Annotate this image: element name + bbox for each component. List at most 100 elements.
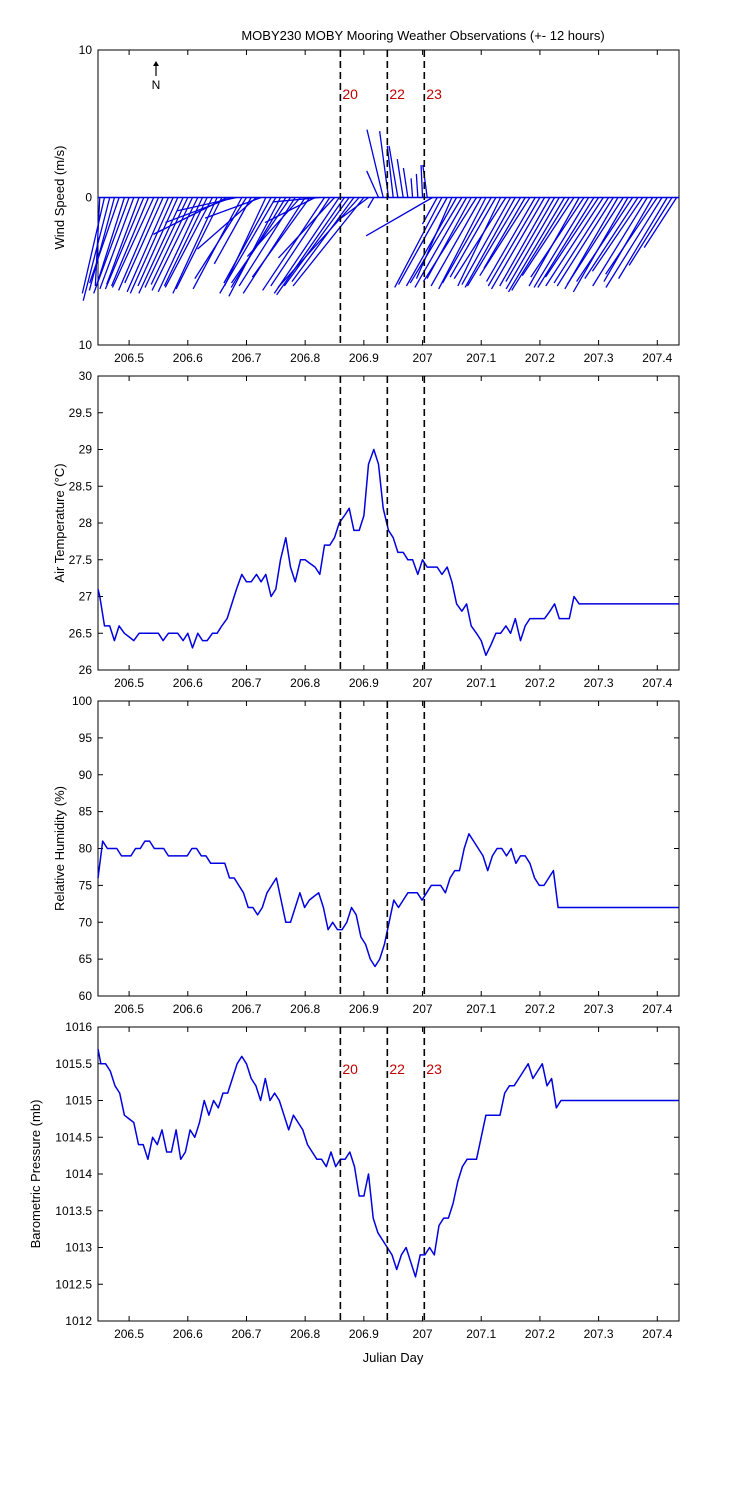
x-tick-label: 206.5 [114, 351, 144, 365]
x-tick-label: 206.5 [114, 1327, 144, 1341]
wind-vector [530, 197, 585, 278]
wind-vector [505, 197, 556, 282]
wind-vector [388, 145, 399, 198]
y-tick-label: 26.5 [69, 626, 93, 640]
x-tick-label: 207 [413, 1002, 433, 1016]
y-tick-label: 10 [79, 338, 93, 352]
y-tick-label: 75 [79, 878, 93, 892]
wind-vector [129, 197, 174, 294]
wind-vector [292, 197, 365, 287]
x-tick-label: 207.3 [584, 1327, 614, 1341]
x-tick-label: 207.1 [466, 351, 496, 365]
wind-vector [618, 197, 668, 279]
wind-vector [464, 197, 516, 288]
wind-vector [95, 197, 126, 287]
wind-panel: 206.5 206.6 206.7 206.8 206.9 207 207.1 207.2 20… [52, 43, 680, 365]
y-tick-label: 1015 [65, 1094, 92, 1108]
wind-vector [144, 197, 189, 288]
x-tick-label: 207.4 [642, 676, 672, 690]
axes-box [97, 700, 680, 997]
wind-y-axis-label: Wind Speed (m/s) [52, 145, 67, 249]
y-tick-label: 1014.5 [55, 1130, 92, 1144]
x-tick-label: 206.8 [290, 1002, 320, 1016]
wind-vector [545, 197, 604, 287]
wind-vector [505, 197, 560, 290]
y-tick-label: 60 [79, 989, 93, 1003]
x-tick-label: 207.2 [525, 676, 555, 690]
event-marker-label: 20 [342, 86, 358, 102]
x-tick-label: 206.5 [114, 1002, 144, 1016]
wind-vector [394, 197, 443, 288]
wind-vector [511, 197, 570, 291]
x-axis-label: Julian Day [363, 1350, 424, 1365]
y-tick-label: 26 [79, 663, 93, 677]
wind-vector [402, 167, 409, 198]
y-tick-label: 100 [72, 694, 92, 708]
wind-vector [485, 197, 536, 282]
wind-vector [230, 197, 287, 288]
panels-group: 206.5 206.6 206.7 206.8 206.9 207 207.1 207.2 20… [28, 43, 680, 1341]
x-tick-label: 206.9 [349, 1002, 379, 1016]
x-tick-label: 207.2 [525, 351, 555, 365]
wind-vector [449, 197, 497, 278]
wind-vector [591, 197, 644, 272]
wind-vector [81, 197, 106, 294]
x-tick-label: 207.4 [642, 1002, 672, 1016]
wind-vector [507, 197, 566, 293]
wind-vector [453, 197, 507, 279]
wind-vector [490, 197, 546, 290]
north-label: N [152, 78, 161, 92]
axes-box [97, 375, 680, 671]
x-tick-label: 206.8 [290, 1327, 320, 1341]
y-tick-label: 29.5 [69, 406, 93, 420]
x-tick-label: 207.3 [584, 1002, 614, 1016]
x-tick-label: 207.1 [466, 676, 496, 690]
wind-vector [273, 197, 340, 294]
baro_pressure-panel: 206.5 206.6 206.7 206.8 206.9 207 207.1 207.2 20… [28, 1020, 680, 1341]
wind-vector [197, 197, 257, 250]
wind-vector [628, 197, 673, 266]
wind-vector [592, 197, 648, 287]
wind-vector [556, 197, 614, 287]
y-tick-label: 90 [79, 768, 93, 782]
wind-vector [126, 197, 170, 293]
rel_humidity-panel: 206.5 206.6 206.7 206.8 206.9 207 207.1 207.2 20… [52, 694, 680, 1016]
x-tick-label: 206.8 [290, 351, 320, 365]
air_temp-series-line [97, 448, 679, 657]
wind-vector [194, 197, 248, 279]
x-tick-label: 206.6 [173, 351, 203, 365]
wind-vector [82, 197, 111, 301]
wind-vector [366, 170, 380, 198]
wind-vector [430, 197, 482, 287]
wind-vector [487, 197, 541, 287]
wind-vector [366, 129, 384, 198]
wind-vector [177, 196, 237, 212]
event-marker-label: 20 [342, 1061, 358, 1077]
wind-vector [230, 197, 292, 284]
x-tick-label: 207.4 [642, 1327, 672, 1341]
air_temp-y-axis-label: Air Temperature (°C) [52, 463, 67, 582]
x-tick-label: 207.1 [466, 1327, 496, 1341]
figure-title: MOBY230 MOBY Mooring Weather Observation… [241, 28, 604, 43]
event-marker-label: 23 [426, 86, 442, 102]
wind-vector [93, 197, 130, 294]
rel_humidity-series-line [97, 833, 679, 968]
wind-vector [137, 197, 179, 287]
y-tick-label: 28.5 [69, 479, 93, 493]
wind-vector [397, 197, 448, 285]
wind-vector [584, 197, 639, 279]
x-tick-label: 207.3 [584, 351, 614, 365]
wind-vector [367, 197, 375, 209]
wind-vector [553, 197, 610, 284]
rel_humidity-y-axis-label: Relative Humidity (%) [52, 786, 67, 911]
x-tick-label: 206.7 [231, 1002, 261, 1016]
wind-vector [89, 197, 120, 284]
wind-vector [264, 196, 316, 224]
wind-vector [138, 197, 184, 294]
wind-vector [223, 197, 272, 284]
event-marker-label: 22 [389, 1061, 405, 1077]
wind-vector [163, 197, 208, 287]
wind-vector [410, 178, 414, 198]
wind-vector [457, 197, 502, 287]
wind-vector [499, 197, 551, 287]
